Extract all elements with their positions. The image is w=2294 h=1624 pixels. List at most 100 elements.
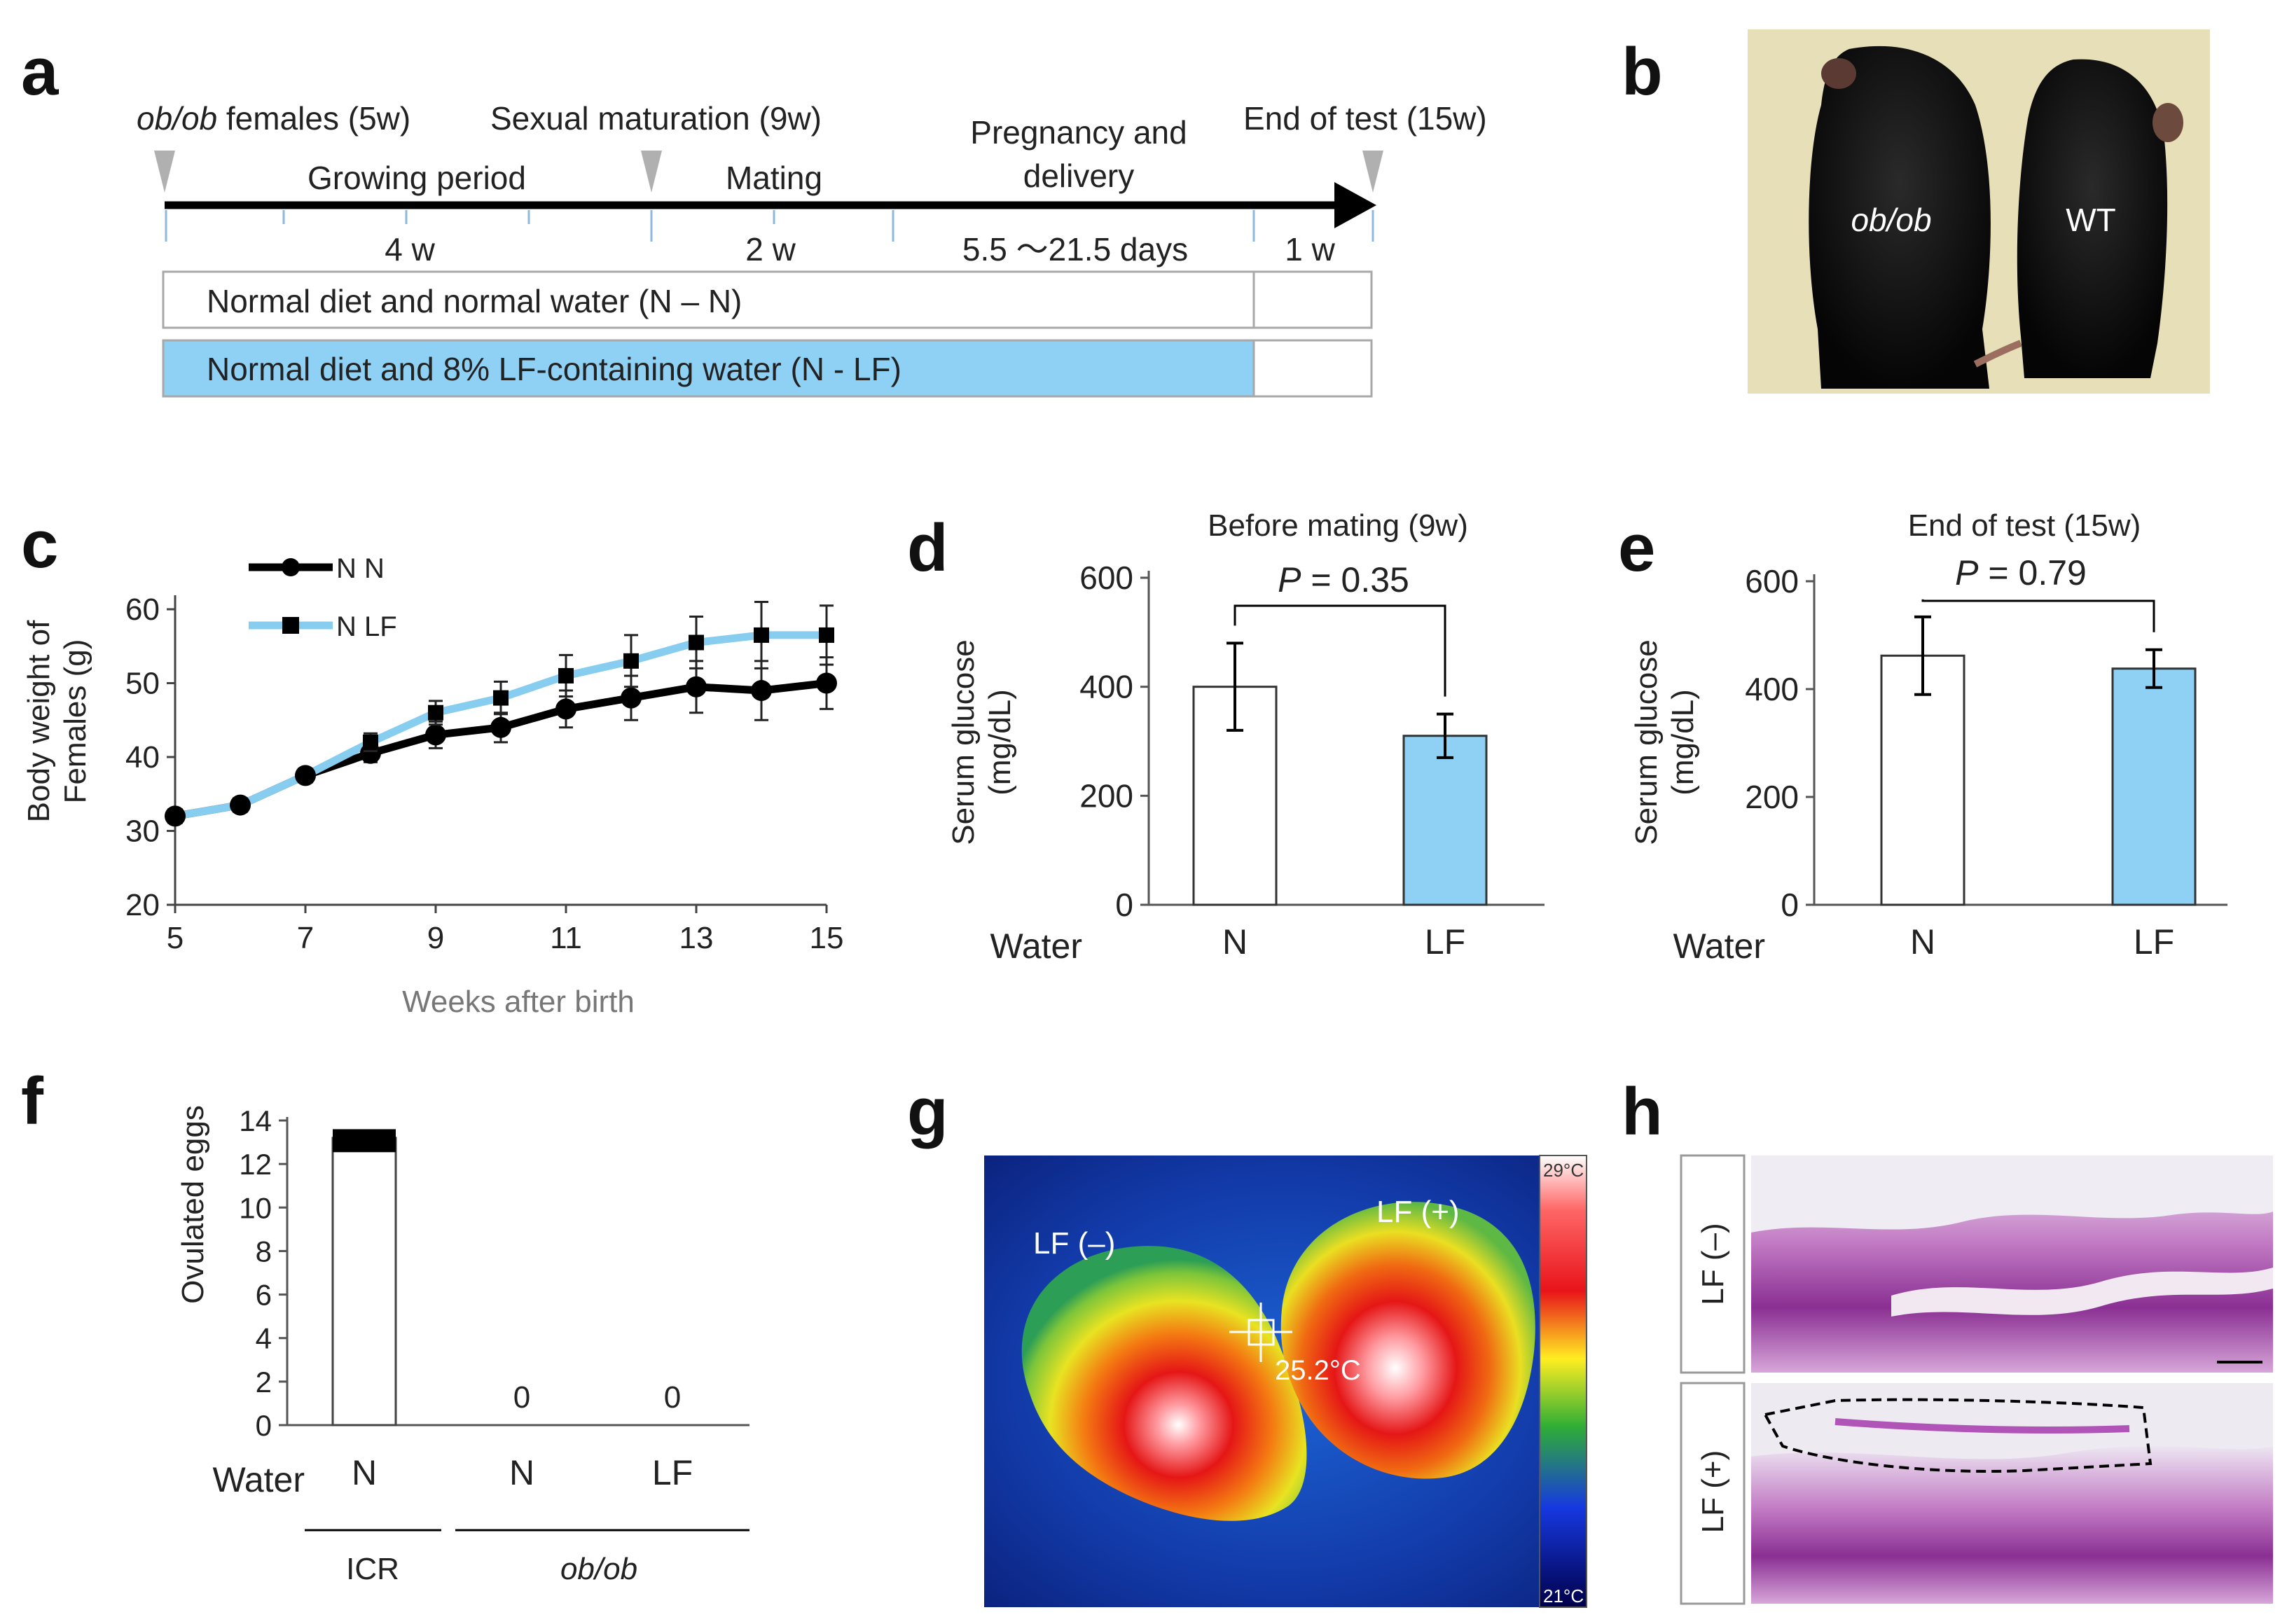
event-end-label: End of test (15w) [1243, 100, 1487, 137]
e-significance-bracket [1921, 599, 2155, 632]
period-growing-label: Growing period [308, 160, 526, 196]
c-xtick-label: 5 [167, 921, 184, 955]
period-pregnancy-label-2: delivery [1023, 158, 1135, 194]
e-p-value: P = 0.79 [1955, 553, 2087, 592]
panel-letter-c: c [21, 507, 58, 582]
histology-lumen-fold [1891, 1268, 2273, 1317]
d-axis-label: Water [990, 926, 1083, 966]
timeline-ticks [165, 210, 1374, 242]
c-point-nlf [363, 734, 378, 750]
svg-text:Serum glucose: Serum glucose [946, 639, 981, 845]
panel-letter-e: e [1618, 511, 1655, 585]
duration-growing: 4 w [385, 231, 435, 268]
thermal-label-lf-plus: LF (+) [1376, 1195, 1460, 1229]
histology-dashed-outline [1762, 1398, 2153, 1473]
f-group-label-obob: ob/ob [560, 1552, 637, 1586]
event-marker-maturation [641, 151, 662, 193]
f-axis-label: Water [213, 1460, 305, 1499]
e-category-label: LF [2134, 922, 2174, 962]
wt-mouse-image [2017, 59, 2168, 379]
thermal-crosshair [1229, 1303, 1292, 1362]
c-point-nn [621, 687, 642, 709]
c-point-nlf [298, 768, 313, 784]
wt-mouse-ear [2153, 103, 2183, 142]
c-point-nlf [689, 634, 704, 651]
c-point-nlf [623, 653, 639, 669]
c-ytick-label: 30 [125, 814, 160, 849]
panel-g: g LF (–) LF (+) 25.2°C 29°C 21°C [907, 1074, 1587, 1608]
panel-c: c Body weight of Females (g) Weeks after… [21, 507, 843, 1019]
histology-label-box-top [1680, 1154, 1746, 1374]
photo-label-wt: WT [2066, 202, 2116, 238]
f-errorbar [333, 1129, 396, 1153]
panel-b: b ob/ob WT [1622, 29, 2210, 394]
panel-letter-h: h [1622, 1074, 1663, 1149]
scale-min-label: 21°C [1543, 1585, 1584, 1606]
photo-label-obob: ob/ob [1851, 202, 1931, 238]
f-category-label: LF [652, 1453, 693, 1492]
c-point-nlf [233, 797, 248, 813]
d-ytick-label: 200 [1079, 777, 1133, 814]
panel-d: d Before mating (9w) Serum glucose (mg/d… [907, 508, 1545, 966]
d-ytick-label: 0 [1115, 887, 1133, 923]
f-ytick-label: 14 [239, 1104, 272, 1137]
c-point-nn [751, 680, 772, 702]
f-ytick-label: 6 [256, 1279, 272, 1312]
histology-tissue-lower [1751, 1445, 2273, 1604]
d-category-label: N [1222, 922, 1248, 962]
c-point-nlf [167, 808, 183, 824]
panel-f: f Ovulated eggs Water 02468101214N0N0LF … [21, 1064, 749, 1586]
event-marker-start [154, 151, 175, 193]
e-ytick-label: 600 [1745, 563, 1799, 599]
c-point-nn [425, 724, 446, 746]
c-point-nlf [819, 627, 834, 643]
e-ytick-label: 200 [1745, 779, 1799, 815]
group-nlf-label: Normal diet and 8% LF-containing water (… [207, 351, 901, 387]
duration-end: 1 w [1285, 231, 1335, 268]
thermal-blob-lf-minus [1021, 1246, 1307, 1521]
svg-text:Females (g): Females (g) [58, 639, 92, 804]
c-legend: N N N LF [249, 553, 397, 642]
thermal-blob-lf-plus [1280, 1202, 1535, 1479]
f-ytick-label: 10 [239, 1191, 272, 1224]
d-title: Before mating (9w) [1208, 508, 1468, 543]
histology-lumen-top [1751, 1155, 2273, 1233]
panel-h: h LF (–) LF (+) [1622, 1074, 2273, 1605]
c-point-nlf [428, 705, 443, 721]
event-maturation-label: Sexual maturation (9w) [490, 100, 822, 137]
d-significance-bracket [1234, 604, 1446, 697]
svg-text:Body weight of: Body weight of [22, 620, 56, 822]
event-start-label: ob/ob females (5w) [137, 100, 410, 137]
c-point-nlf [754, 627, 769, 643]
c-xtick-label: 15 [810, 921, 844, 955]
f-ytick-label: 0 [256, 1409, 272, 1442]
d-category-label: LF [1425, 922, 1465, 962]
panel-a: a ob/ob females (5w) Sexual maturation (… [21, 34, 1487, 398]
c-point-nlf [558, 667, 574, 683]
legend-nlf-marker [282, 617, 299, 634]
f-bar-icr [331, 1137, 397, 1427]
c-xtick-label: 11 [550, 921, 582, 955]
group-nn-end-box [1252, 270, 1373, 329]
thermal-color-scale [1539, 1155, 1587, 1608]
f-category-label: N [352, 1453, 377, 1492]
c-ylabel: Body weight of Females (g) [22, 620, 92, 822]
c-ytick-label: 40 [125, 740, 160, 775]
c-xlabel: Weeks after birth [402, 985, 635, 1019]
panel-letter-b: b [1622, 34, 1663, 109]
c-ytick-label: 50 [125, 667, 160, 701]
f-ytick-label: 8 [256, 1235, 272, 1268]
c-xtick-label: 9 [427, 921, 444, 955]
period-pregnancy-label-1: Pregnancy and [970, 114, 1187, 151]
d-ytick-label: 600 [1079, 560, 1133, 596]
duration-mating: 2 w [745, 231, 796, 268]
e-ylabel: Serum glucose (mg/dL) [1629, 639, 1700, 845]
f-group-label-icr: ICR [346, 1552, 399, 1586]
panel-e: e End of test (15w) Serum glucose (mg/dL… [1618, 508, 2227, 966]
d-plot-area: 0 200 400 600 N LF [1079, 560, 1545, 962]
panel-letter-d: d [907, 511, 948, 585]
legend-nlf-label: N LF [336, 611, 397, 642]
histology-outlined-tissue [1834, 1418, 2130, 1434]
d-bar-LF [1402, 735, 1488, 906]
e-ytick-label: 0 [1781, 887, 1799, 923]
